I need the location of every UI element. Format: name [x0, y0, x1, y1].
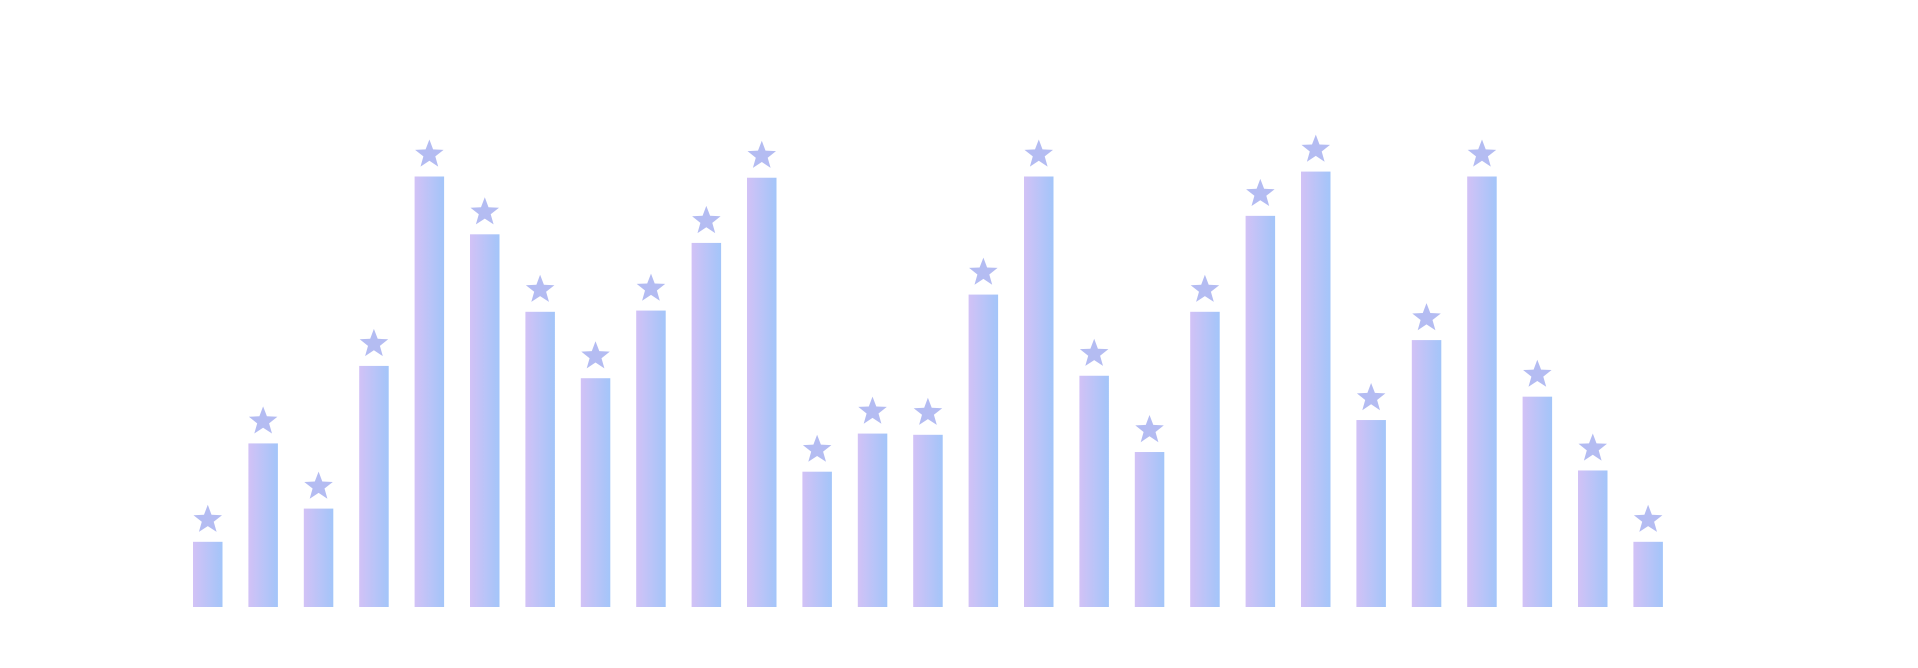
bar-star	[858, 396, 887, 424]
bar	[802, 471, 832, 607]
bar	[470, 234, 500, 607]
bar-star	[581, 341, 610, 369]
bar-star	[1356, 383, 1386, 411]
bar	[1578, 470, 1608, 607]
bar-star	[470, 197, 499, 225]
bar	[747, 177, 777, 608]
bar-star	[248, 406, 278, 434]
bar	[636, 310, 666, 607]
bar-star	[193, 504, 222, 532]
bar-star	[1578, 433, 1607, 461]
bar	[1467, 176, 1497, 607]
bar	[414, 176, 445, 607]
bar	[1356, 420, 1386, 607]
bar	[1190, 311, 1220, 607]
bar-star	[1467, 139, 1497, 167]
bar-star	[304, 471, 333, 499]
bar	[691, 242, 722, 608]
bar-star	[1412, 303, 1441, 331]
bar	[968, 294, 999, 607]
bar-star	[636, 273, 666, 301]
bar-star	[969, 257, 998, 285]
bar	[1245, 215, 1276, 608]
bar	[193, 541, 223, 607]
bar-star	[1135, 415, 1164, 443]
bar	[525, 311, 555, 607]
bar-star	[747, 140, 776, 168]
bar	[1301, 171, 1331, 607]
bar-star	[525, 274, 555, 302]
bar-star	[1301, 134, 1330, 162]
bar-star	[415, 139, 444, 167]
bar	[248, 443, 278, 607]
bar	[1079, 375, 1109, 607]
bar	[303, 508, 334, 607]
bar	[1633, 541, 1663, 607]
bar	[359, 365, 389, 607]
bar	[913, 434, 943, 607]
bar-star	[1523, 359, 1552, 387]
bar-star	[913, 397, 943, 425]
bar-star	[1024, 139, 1053, 167]
bar-star	[1246, 178, 1275, 206]
bar-star	[802, 434, 832, 462]
bar	[1134, 452, 1165, 607]
bar-star	[1633, 504, 1663, 532]
bar	[580, 378, 611, 607]
bar-star	[359, 328, 389, 357]
bar-star	[692, 205, 721, 234]
bar	[1024, 176, 1054, 607]
bar	[1522, 396, 1553, 607]
bar	[857, 433, 888, 607]
bar	[1411, 340, 1442, 607]
bar-star	[1079, 338, 1109, 366]
bar-star	[1190, 274, 1220, 302]
